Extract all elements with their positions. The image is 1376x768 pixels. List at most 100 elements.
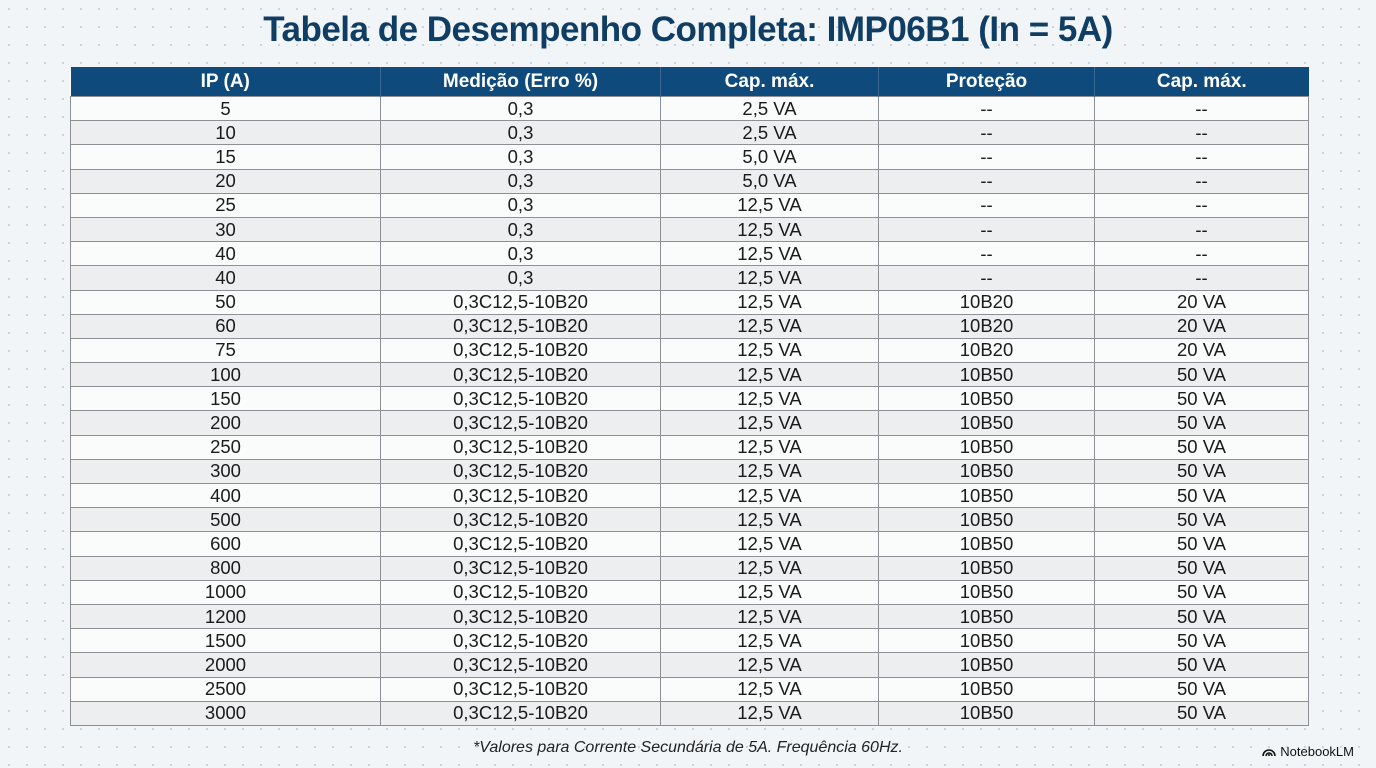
- table-cell: 12,5 VA: [660, 434, 879, 460]
- table-cell: --: [1094, 120, 1309, 146]
- table-cell: 1500: [70, 628, 381, 654]
- table-cell: 25: [70, 192, 381, 218]
- table-cell: 12,5 VA: [660, 603, 879, 630]
- table-cell: --: [1094, 192, 1309, 218]
- table-row: 800 0,3C12,5-10B20 12,5 VA 10B50 50 VA: [70, 555, 1309, 581]
- brand-label: NotebookLM: [1280, 744, 1354, 759]
- table-cell: 10B50: [878, 628, 1095, 654]
- table-row: 600 0,3C12,5-10B20 12,5 VA 10B50 50 VA: [70, 531, 1309, 557]
- column-header: Cap. máx.: [1094, 67, 1309, 97]
- table-cell: 20 VA: [1094, 289, 1309, 315]
- table-cell: 0,3: [380, 168, 661, 194]
- table-cell: 5: [70, 95, 381, 122]
- table-cell: 0,3C12,5-10B20: [380, 555, 661, 581]
- table-cell: 50 VA: [1094, 482, 1309, 509]
- table-cell: 12,5 VA: [660, 337, 879, 364]
- table-cell: --: [1094, 95, 1309, 122]
- table-cell: 50 VA: [1094, 531, 1309, 557]
- table-cell: 60: [70, 313, 381, 339]
- table-cell: 0,3C12,5-10B20: [380, 579, 661, 605]
- table-cell: 10B50: [878, 531, 1095, 557]
- table-cell: 50 VA: [1094, 700, 1309, 726]
- table-cell: 0,3C12,5-10B20: [380, 482, 661, 509]
- table-cell: 10: [70, 120, 381, 146]
- table-cell: 0,3C12,5-10B20: [380, 434, 661, 460]
- table-cell: 0,3C12,5-10B20: [380, 507, 661, 533]
- table-cell: 3000: [70, 700, 381, 726]
- table-cell: --: [1094, 241, 1309, 267]
- table-cell: 10B50: [878, 482, 1095, 509]
- table-cell: 10B50: [878, 410, 1095, 436]
- table-cell: 5,0 VA: [660, 168, 879, 194]
- table-row: 2500 0,3C12,5-10B20 12,5 VA 10B50 50 VA: [70, 676, 1309, 702]
- table-cell: 250: [70, 434, 381, 460]
- table-cell: 100: [70, 362, 381, 388]
- table-cell: 10B50: [878, 579, 1095, 605]
- table-cell: 30: [70, 216, 381, 243]
- table-cell: 800: [70, 555, 381, 581]
- table-cell: 0,3C12,5-10B20: [380, 337, 661, 364]
- table-cell: 50 VA: [1094, 386, 1309, 412]
- table-cell: --: [878, 120, 1095, 146]
- brand: NotebookLM: [1262, 744, 1354, 759]
- table-cell: 300: [70, 458, 381, 485]
- table-cell: 0,3: [380, 265, 661, 291]
- table-cell: 600: [70, 531, 381, 557]
- table-row: 500 0,3C12,5-10B20 12,5 VA 10B50 50 VA: [70, 507, 1309, 533]
- table-cell: 50 VA: [1094, 410, 1309, 436]
- table-cell: 12,5 VA: [660, 313, 879, 339]
- table-cell: 0,3C12,5-10B20: [380, 362, 661, 388]
- table-cell: 0,3C12,5-10B20: [380, 410, 661, 436]
- table-cell: 10B50: [878, 555, 1095, 581]
- table-cell: 50: [70, 289, 381, 315]
- table-cell: 20 VA: [1094, 337, 1309, 364]
- table-cell: --: [1094, 216, 1309, 243]
- table-row: 15 0,3 5,0 VA -- --: [70, 144, 1309, 170]
- table-cell: 10B20: [878, 337, 1095, 364]
- table-cell: 2,5 VA: [660, 120, 879, 146]
- table-cell: 12,5 VA: [660, 458, 879, 485]
- table-cell: --: [878, 216, 1095, 243]
- table-row: 30 0,3 12,5 VA -- --: [70, 216, 1309, 243]
- table-row: 1200 0,3C12,5-10B20 12,5 VA 10B50 50 VA: [70, 603, 1309, 630]
- table-cell: 10B50: [878, 362, 1095, 388]
- table-row: 1000 0,3C12,5-10B20 12,5 VA 10B50 50 VA: [70, 579, 1309, 605]
- table-row: 20 0,3 5,0 VA -- --: [70, 168, 1309, 194]
- table-cell: 0,3: [380, 120, 661, 146]
- table-cell: 1000: [70, 579, 381, 605]
- table-cell: 200: [70, 410, 381, 436]
- table-cell: 12,5 VA: [660, 410, 879, 436]
- table-cell: --: [878, 144, 1095, 170]
- table-cell: 0,3: [380, 216, 661, 243]
- table-row: 5 0,3 2,5 VA -- --: [70, 95, 1309, 122]
- table-cell: 10B20: [878, 289, 1095, 315]
- table-cell: 10B50: [878, 434, 1095, 460]
- table-cell: 0,3C12,5-10B20: [380, 700, 661, 726]
- table-cell: 0,3C12,5-10B20: [380, 313, 661, 339]
- table-cell: 0,3C12,5-10B20: [380, 628, 661, 654]
- table-row: 100 0,3C12,5-10B20 12,5 VA 10B50 50 VA: [70, 362, 1309, 388]
- table-cell: --: [1094, 144, 1309, 170]
- table-row: 3000 0,3C12,5-10B20 12,5 VA 10B50 50 VA: [70, 700, 1309, 726]
- table-cell: --: [878, 168, 1095, 194]
- table-cell: --: [878, 95, 1095, 122]
- table-row: 250 0,3C12,5-10B20 12,5 VA 10B50 50 VA: [70, 434, 1309, 460]
- table-cell: --: [878, 192, 1095, 218]
- table-cell: 0,3: [380, 192, 661, 218]
- table-row: 150 0,3C12,5-10B20 12,5 VA 10B50 50 VA: [70, 386, 1309, 412]
- performance-table: IP (A) Medição (Erro %) Cap. máx. Proteção C…: [70, 67, 1309, 726]
- table-row: 40 0,3 12,5 VA -- --: [70, 241, 1309, 267]
- table-row: 75 0,3C12,5-10B20 12,5 VA 10B20 20 VA: [70, 337, 1309, 364]
- table-cell: 10B50: [878, 652, 1095, 678]
- table-cell: 150: [70, 386, 381, 412]
- table-cell: 0,3: [380, 95, 661, 122]
- table-cell: 20 VA: [1094, 313, 1309, 339]
- table-cell: 12,5 VA: [660, 628, 879, 654]
- table-cell: 0,3C12,5-10B20: [380, 386, 661, 412]
- table-cell: 12,5 VA: [660, 579, 879, 605]
- table-cell: 10B50: [878, 700, 1095, 726]
- table-cell: 50 VA: [1094, 507, 1309, 533]
- table-cell: 12,5 VA: [660, 216, 879, 243]
- table-cell: 50 VA: [1094, 434, 1309, 460]
- column-header: IP (A): [70, 67, 381, 97]
